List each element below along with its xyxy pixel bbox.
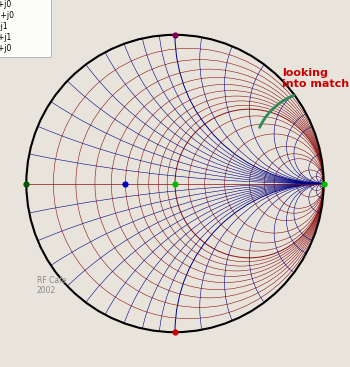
Text: RF Cafe
2002: RF Cafe 2002 xyxy=(37,276,66,295)
Text: looking
into match: looking into match xyxy=(282,68,349,89)
Legend: Example Data, 1+j0, -1+j0, 0-j1, 0+j1, 0+j0: Example Data, 1+j0, -1+j0, 0-j1, 0+j1, 0… xyxy=(0,0,51,57)
